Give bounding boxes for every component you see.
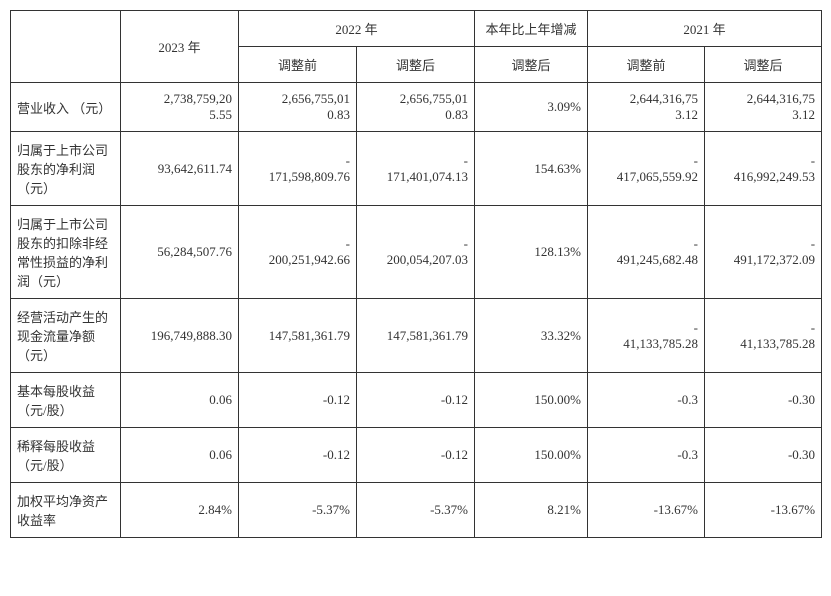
data-cell: -13.67% (588, 483, 705, 538)
data-cell: -0.30 (705, 428, 822, 483)
header-2022: 2022 年 (239, 11, 475, 47)
row-label: 经营活动产生的现金流量净额（元） (11, 299, 121, 373)
header-2021: 2021 年 (588, 11, 822, 47)
data-cell: -171,598,809.76 (239, 132, 357, 206)
data-cell: -491,245,682.48 (588, 206, 705, 299)
data-cell: -0.3 (588, 428, 705, 483)
data-cell: 150.00% (475, 373, 588, 428)
data-cell: -0.12 (357, 373, 475, 428)
data-cell: 56,284,507.76 (121, 206, 239, 299)
header-change-after: 调整后 (475, 47, 588, 83)
table-row: 经营活动产生的现金流量净额（元）196,749,888.30147,581,36… (11, 299, 822, 373)
table-row: 基本每股收益（元/股）0.06-0.12-0.12150.00%-0.3-0.3… (11, 373, 822, 428)
data-cell: 147,581,361.79 (239, 299, 357, 373)
data-cell: -41,133,785.28 (588, 299, 705, 373)
data-cell: -417,065,559.92 (588, 132, 705, 206)
financial-table: 2023 年 2022 年 本年比上年增减 2021 年 调整前 调整后 调整后… (10, 10, 822, 538)
data-cell: 8.21% (475, 483, 588, 538)
data-cell: 33.32% (475, 299, 588, 373)
table-body: 营业收入 （元）2,738,759,205.552,656,755,010.83… (11, 83, 822, 538)
header-row-1: 2023 年 2022 年 本年比上年增减 2021 年 (11, 11, 822, 47)
table-row: 营业收入 （元）2,738,759,205.552,656,755,010.83… (11, 83, 822, 132)
data-cell: 0.06 (121, 428, 239, 483)
header-2021-before: 调整前 (588, 47, 705, 83)
data-cell: 2,656,755,010.83 (239, 83, 357, 132)
data-cell: -0.30 (705, 373, 822, 428)
data-cell: 196,749,888.30 (121, 299, 239, 373)
data-cell: 93,642,611.74 (121, 132, 239, 206)
row-label: 营业收入 （元） (11, 83, 121, 132)
table-row: 归属于上市公司股东的扣除非经常性损益的净利润（元）56,284,507.76-2… (11, 206, 822, 299)
data-cell: -5.37% (357, 483, 475, 538)
data-cell: 2.84% (121, 483, 239, 538)
row-label: 加权平均净资产收益率 (11, 483, 121, 538)
table-row: 归属于上市公司股东的净利润（元）93,642,611.74-171,598,80… (11, 132, 822, 206)
row-label: 归属于上市公司股东的扣除非经常性损益的净利润（元） (11, 206, 121, 299)
data-cell: 2,644,316,753.12 (705, 83, 822, 132)
header-2022-before: 调整前 (239, 47, 357, 83)
data-cell: 2,656,755,010.83 (357, 83, 475, 132)
data-cell: -200,054,207.03 (357, 206, 475, 299)
data-cell: -491,172,372.09 (705, 206, 822, 299)
data-cell: 150.00% (475, 428, 588, 483)
data-cell: 2,738,759,205.55 (121, 83, 239, 132)
row-label: 基本每股收益（元/股） (11, 373, 121, 428)
header-blank (11, 11, 121, 83)
data-cell: 2,644,316,753.12 (588, 83, 705, 132)
data-cell: 3.09% (475, 83, 588, 132)
data-cell: -13.67% (705, 483, 822, 538)
data-cell: 128.13% (475, 206, 588, 299)
row-label: 稀释每股收益（元/股） (11, 428, 121, 483)
data-cell: 154.63% (475, 132, 588, 206)
header-2021-after: 调整后 (705, 47, 822, 83)
data-cell: -0.12 (357, 428, 475, 483)
header-change: 本年比上年增减 (475, 11, 588, 47)
data-cell: -0.12 (239, 428, 357, 483)
data-cell: -5.37% (239, 483, 357, 538)
data-cell: 0.06 (121, 373, 239, 428)
header-2022-after: 调整后 (357, 47, 475, 83)
data-cell: -200,251,942.66 (239, 206, 357, 299)
data-cell: -416,992,249.53 (705, 132, 822, 206)
table-row: 稀释每股收益（元/股）0.06-0.12-0.12150.00%-0.3-0.3… (11, 428, 822, 483)
data-cell: 147,581,361.79 (357, 299, 475, 373)
table-header: 2023 年 2022 年 本年比上年增减 2021 年 调整前 调整后 调整后… (11, 11, 822, 83)
data-cell: -41,133,785.28 (705, 299, 822, 373)
row-label: 归属于上市公司股东的净利润（元） (11, 132, 121, 206)
data-cell: -0.3 (588, 373, 705, 428)
header-2023: 2023 年 (121, 11, 239, 83)
table-row: 加权平均净资产收益率2.84%-5.37%-5.37%8.21%-13.67%-… (11, 483, 822, 538)
data-cell: -0.12 (239, 373, 357, 428)
data-cell: -171,401,074.13 (357, 132, 475, 206)
